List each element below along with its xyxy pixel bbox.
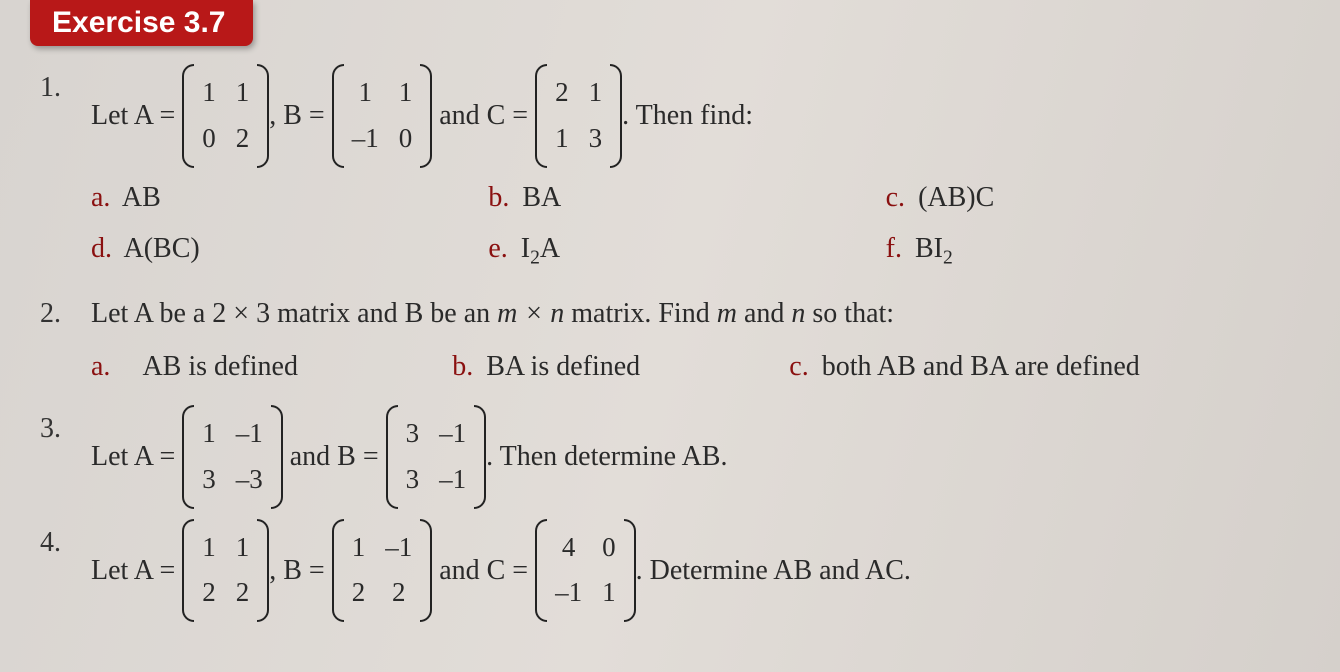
text: Let A = xyxy=(91,100,175,131)
part-c: c. (AB)C xyxy=(886,172,1283,223)
text: and xyxy=(737,298,791,329)
exercise-page: Exercise 3.7 1. Let A = 11 02 , B = 11 –… xyxy=(0,0,1340,654)
text: Let A be a 2 × 3 matrix and B be an xyxy=(91,298,497,329)
problem-number: 1. xyxy=(40,66,84,109)
part-b: b. BA xyxy=(488,172,885,223)
subparts: a.AB is defined b. BA is defined c. both… xyxy=(91,341,1295,392)
matrix-A: 1–1 3–3 xyxy=(186,407,279,507)
text: . Determine AB and AC. xyxy=(636,555,911,586)
problem-number: 2. xyxy=(40,292,84,335)
part-d: d. A(BC) xyxy=(91,223,488,278)
part-c: c. both AB and BA are defined xyxy=(789,341,1295,392)
matrix-C: 40 –11 xyxy=(539,521,632,621)
problem-4: 4. Let A = 11 22 , B = 1–1 22 and C = 40… xyxy=(40,521,1300,621)
mxn: m × n xyxy=(497,298,564,329)
problem-body: Let A = 11 22 , B = 1–1 22 and C = 40 –1… xyxy=(91,521,1295,621)
m: m xyxy=(717,298,737,329)
part-e: e. I2A xyxy=(488,223,885,278)
subparts: a. AB b. BA c. (AB)C d. A(BC) e. I2A f. … xyxy=(91,172,1295,278)
problem-number: 4. xyxy=(40,521,84,564)
problem-1: 1. Let A = 11 02 , B = 11 –10 and C = 21… xyxy=(40,66,1300,278)
part-a: a. AB xyxy=(91,172,488,223)
exercise-tab: Exercise 3.7 xyxy=(30,0,253,46)
text: Let A = xyxy=(91,555,175,586)
problem-2: 2. Let A be a 2 × 3 matrix and B be an m… xyxy=(40,292,1300,393)
text: so that: xyxy=(805,298,894,329)
text: . Then determine AB. xyxy=(486,441,727,472)
matrix-C: 21 13 xyxy=(539,66,618,166)
part-f: f. BI2 xyxy=(886,223,1283,278)
matrix-B: 3–1 3–1 xyxy=(390,407,483,507)
text: and C = xyxy=(432,555,528,586)
text: Let A = xyxy=(91,441,175,472)
problem-body: Let A = 1–1 3–3 and B = 3–1 3–1 . Then d… xyxy=(91,407,1295,507)
text: and C = xyxy=(432,100,528,131)
text: , B = xyxy=(269,100,324,131)
n: n xyxy=(791,298,805,329)
matrix-A: 11 22 xyxy=(186,521,265,621)
problem-3: 3. Let A = 1–1 3–3 and B = 3–1 3–1 . The… xyxy=(40,407,1300,507)
problem-body: Let A = 11 02 , B = 11 –10 and C = 21 13… xyxy=(91,66,1295,278)
matrix-B: 1–1 22 xyxy=(336,521,429,621)
text: . Then find: xyxy=(622,100,753,131)
text: matrix. Find xyxy=(564,298,716,329)
part-b: b. BA is defined xyxy=(452,341,789,392)
matrix-B: 11 –10 xyxy=(336,66,429,166)
matrix-A: 11 02 xyxy=(186,66,265,166)
problem-body: Let A be a 2 × 3 matrix and B be an m × … xyxy=(91,292,1295,393)
text: and B = xyxy=(283,441,379,472)
text: , B = xyxy=(269,555,324,586)
problem-number: 3. xyxy=(40,407,84,450)
part-a: a.AB is defined xyxy=(91,341,452,392)
